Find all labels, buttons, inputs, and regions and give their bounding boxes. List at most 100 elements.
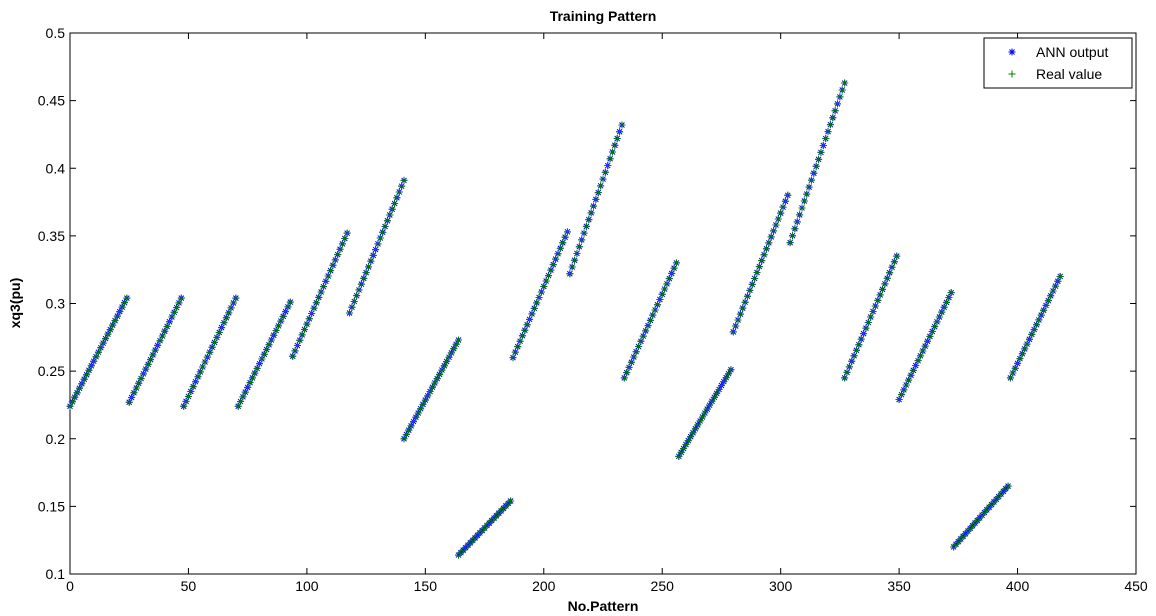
- real-value-point: [580, 229, 588, 237]
- real-value-point: [822, 135, 830, 143]
- real-value-point: [651, 306, 659, 314]
- y-axis-title: xq3(pu): [7, 278, 23, 329]
- real-value-point: [682, 441, 690, 449]
- real-value-point: [665, 275, 673, 283]
- x-tick-label: 450: [1124, 578, 1148, 594]
- x-tick-label: 350: [887, 578, 911, 594]
- real-value-point: [289, 352, 297, 360]
- real-value-point: [793, 218, 801, 226]
- real-value-point: [518, 332, 526, 340]
- real-value-point: [710, 393, 718, 401]
- real-value-point: [305, 315, 313, 323]
- real-value-point: [867, 313, 875, 321]
- real-value-point: [689, 429, 697, 437]
- real-value-point: [687, 433, 695, 441]
- real-value-point: [670, 264, 678, 272]
- real-value-point: [386, 211, 394, 219]
- real-value-point: [736, 310, 744, 318]
- real-value-point: [843, 368, 851, 376]
- real-value-point: [715, 385, 723, 393]
- real-value-point: [691, 425, 699, 433]
- real-value-point: [947, 289, 955, 297]
- real-value-point: [592, 195, 600, 203]
- real-value-point: [367, 257, 375, 265]
- real-value-point: [739, 304, 747, 312]
- real-value-point: [561, 233, 569, 241]
- real-value-point: [552, 255, 560, 263]
- y-tick-label: 0.5: [46, 25, 66, 41]
- real-value-point: [310, 304, 318, 312]
- real-value-point: [708, 397, 716, 405]
- real-value-point: [874, 296, 882, 304]
- real-value-point: [772, 221, 780, 229]
- x-tick-label: 100: [295, 578, 319, 594]
- real-value-point: [334, 251, 342, 259]
- y-tick-label: 0.15: [38, 498, 65, 514]
- chart-title: Training Pattern: [550, 8, 657, 24]
- real-value-point: [777, 209, 785, 217]
- real-value-point: [625, 363, 633, 371]
- real-value-point: [509, 354, 517, 362]
- real-value-point: [729, 328, 737, 336]
- real-value-point: [331, 256, 339, 264]
- real-value-point: [454, 336, 462, 344]
- real-value-point: [869, 307, 877, 315]
- real-value-point: [779, 203, 787, 211]
- real-value-point: [845, 363, 853, 371]
- real-value-point: [632, 348, 640, 356]
- real-value-point: [616, 128, 624, 136]
- real-value-point: [613, 134, 621, 142]
- real-value-point: [831, 107, 839, 115]
- real-value-point: [812, 162, 820, 170]
- real-value-point: [774, 215, 782, 223]
- real-value-point: [301, 325, 309, 333]
- real-value-point: [620, 374, 628, 382]
- real-value-point: [879, 285, 887, 293]
- real-value-point: [537, 288, 545, 296]
- real-value-point: [760, 251, 768, 259]
- legend-marker-ann-output: [1008, 48, 1016, 56]
- real-value-point: [604, 162, 612, 170]
- legend-label-real-value: Real value: [1036, 66, 1102, 82]
- real-value-point: [324, 272, 332, 280]
- real-value-point: [789, 232, 797, 240]
- real-value-point: [836, 93, 844, 101]
- real-value-point: [528, 310, 536, 318]
- real-value-point: [507, 497, 515, 505]
- legend-marker-real-value: [1008, 70, 1016, 78]
- real-value-point: [653, 301, 661, 309]
- x-tick-label: 300: [769, 578, 793, 594]
- real-value-point: [755, 263, 763, 271]
- real-value-point: [597, 182, 605, 190]
- real-value-point: [398, 182, 406, 190]
- data-markers: [66, 79, 1064, 559]
- real-value-point: [599, 175, 607, 183]
- x-axis-title: No.Pattern: [568, 598, 639, 614]
- real-value-point: [886, 269, 894, 277]
- real-value-point: [791, 225, 799, 233]
- real-value-point: [587, 209, 595, 217]
- real-value-point: [516, 337, 524, 345]
- real-value-point: [758, 257, 766, 265]
- real-value-point: [734, 316, 742, 324]
- real-value-point: [881, 280, 889, 288]
- real-value-point: [357, 280, 365, 288]
- real-value-point: [545, 272, 553, 280]
- x-tick-label: 50: [181, 578, 197, 594]
- real-value-point: [571, 256, 579, 264]
- real-value-point: [608, 148, 616, 156]
- real-value-point: [862, 324, 870, 332]
- real-value-point: [717, 382, 725, 390]
- real-value-point: [720, 378, 728, 386]
- real-value-point: [890, 258, 898, 266]
- real-value-point: [841, 374, 849, 382]
- real-value-point: [322, 277, 330, 285]
- real-value-point: [511, 348, 519, 356]
- real-value-point: [286, 298, 294, 306]
- real-value-point: [815, 155, 823, 163]
- real-value-point: [374, 240, 382, 248]
- real-value-point: [123, 294, 131, 302]
- real-value-point: [824, 128, 832, 136]
- y-tick-label: 0.2: [46, 431, 66, 447]
- real-value-point: [343, 229, 351, 237]
